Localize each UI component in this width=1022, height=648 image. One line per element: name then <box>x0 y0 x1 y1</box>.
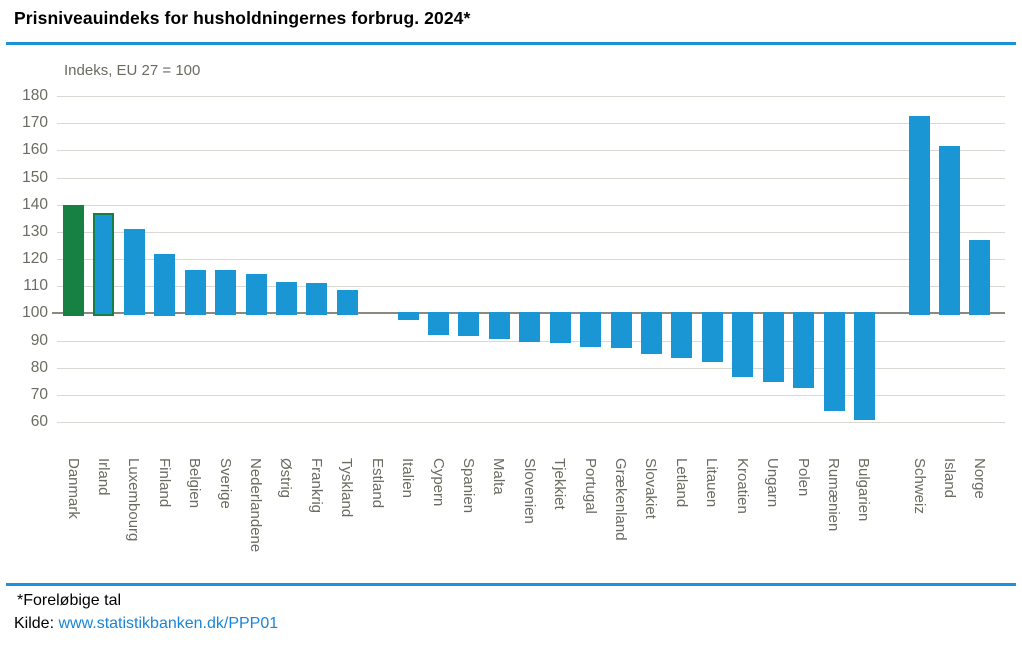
bar-letland <box>671 312 692 358</box>
bar-spanien <box>458 312 479 336</box>
bar-tyskland <box>337 290 358 315</box>
bar-norge <box>969 240 990 315</box>
x-axis-label: Norge <box>971 458 988 499</box>
bar-grækenland <box>611 312 632 348</box>
bar-tjekkiet <box>550 312 571 343</box>
x-axis-label: Italien <box>399 458 416 499</box>
x-axis-label: Spanien <box>460 458 477 514</box>
gridline <box>57 232 1005 233</box>
x-axis-label: Sverige <box>217 458 234 509</box>
footnote: *Foreløbige tal <box>17 592 122 609</box>
x-axis-label: Island <box>941 458 958 499</box>
source-line: Kilde: www.statistikbanken.dk/PPP01 <box>14 615 278 633</box>
x-axis-label: Slovenien <box>521 458 538 524</box>
x-axis-label: Rumænien <box>825 458 842 532</box>
bar-slovakiet <box>641 312 662 354</box>
gridline <box>57 368 1005 369</box>
bar-kroatien <box>732 312 753 377</box>
x-axis-label: Kroatien <box>734 458 751 514</box>
bar-malta <box>489 312 510 339</box>
y-tick-label: 160 <box>22 141 48 158</box>
bar-østrig <box>276 282 297 315</box>
bar-schweiz <box>909 116 930 315</box>
x-axis-label: Danmark <box>65 458 82 519</box>
x-axis-label: Frankrig <box>308 458 325 514</box>
gridline <box>57 286 1005 287</box>
bar-ungarn <box>763 312 784 382</box>
bar-cypern <box>428 312 449 335</box>
chart-subtitle: Indeks, EU 27 = 100 <box>64 62 201 79</box>
x-axis-label: Finland <box>156 458 173 508</box>
x-axis-label: Portugal <box>582 458 599 514</box>
bar-polen <box>793 312 814 388</box>
y-tick-label: 120 <box>22 250 48 267</box>
x-axis-label: Litauen <box>703 458 720 508</box>
y-tick-label: 180 <box>22 87 48 104</box>
x-axis-label: Belgien <box>186 458 203 509</box>
x-axis-label: Letland <box>673 458 690 508</box>
y-tick-label: 140 <box>22 196 48 213</box>
gridline <box>57 123 1005 124</box>
bar-sverige <box>215 270 236 315</box>
page-title: Prisniveauindeks for husholdningernes fo… <box>14 8 471 28</box>
y-tick-label: 130 <box>22 223 48 240</box>
bar-belgien <box>185 270 206 315</box>
y-tick-label: 80 <box>30 359 48 376</box>
bar-bulgarien <box>854 312 875 420</box>
x-axis-label: Luxembourg <box>125 458 142 542</box>
title-divider <box>6 42 1016 45</box>
x-axis-label: Irland <box>95 458 112 496</box>
bar-luxembourg <box>124 229 145 315</box>
x-axis-label: Malta <box>490 458 507 495</box>
bar-frankrig <box>306 283 327 315</box>
source-label: Kilde: <box>14 615 59 632</box>
bar-danmark <box>63 205 84 316</box>
bar-island <box>939 146 960 315</box>
gridline <box>57 205 1005 206</box>
x-axis-label: Slovakiet <box>642 458 659 519</box>
y-tick-label: 60 <box>30 413 48 430</box>
y-tick-label: 70 <box>30 386 48 403</box>
gridline <box>57 259 1005 260</box>
source-link[interactable]: www.statistikbanken.dk/PPP01 <box>58 615 279 632</box>
bar-italien <box>398 312 419 320</box>
x-axis-label: Østrig <box>277 458 294 499</box>
x-axis-label: Tyskland <box>338 458 355 518</box>
y-tick-label: 90 <box>30 332 48 349</box>
y-tick-label: 150 <box>22 169 48 186</box>
y-tick-label: 110 <box>23 277 48 294</box>
x-axis-label: Bulgarien <box>855 458 872 522</box>
bar-finland <box>154 254 175 316</box>
y-tick-label: 170 <box>22 114 48 131</box>
bar-litauen <box>702 312 723 362</box>
bar-rumænien <box>824 312 845 411</box>
bar-irland <box>93 213 114 316</box>
gridline <box>57 178 1005 179</box>
x-axis-label: Grækenland <box>612 458 629 541</box>
bar-portugal <box>580 312 601 347</box>
y-tick-label: 100 <box>22 304 48 321</box>
gridline <box>57 150 1005 151</box>
x-axis-label: Ungarn <box>764 458 781 508</box>
x-axis-label: Estland <box>369 458 386 509</box>
gridline <box>57 395 1005 396</box>
footer-divider <box>6 583 1016 586</box>
gridline <box>57 96 1005 97</box>
x-axis-label: Tjekkiet <box>551 458 568 510</box>
x-axis-label: Polen <box>795 458 812 497</box>
x-axis-label: Schweiz <box>911 458 928 514</box>
x-axis-label: Cypern <box>430 458 447 507</box>
bar-slovenien <box>519 312 540 342</box>
x-axis-label: Nederlandene <box>247 458 264 553</box>
gridline <box>57 422 1005 423</box>
bar-nederlandene <box>246 274 267 315</box>
